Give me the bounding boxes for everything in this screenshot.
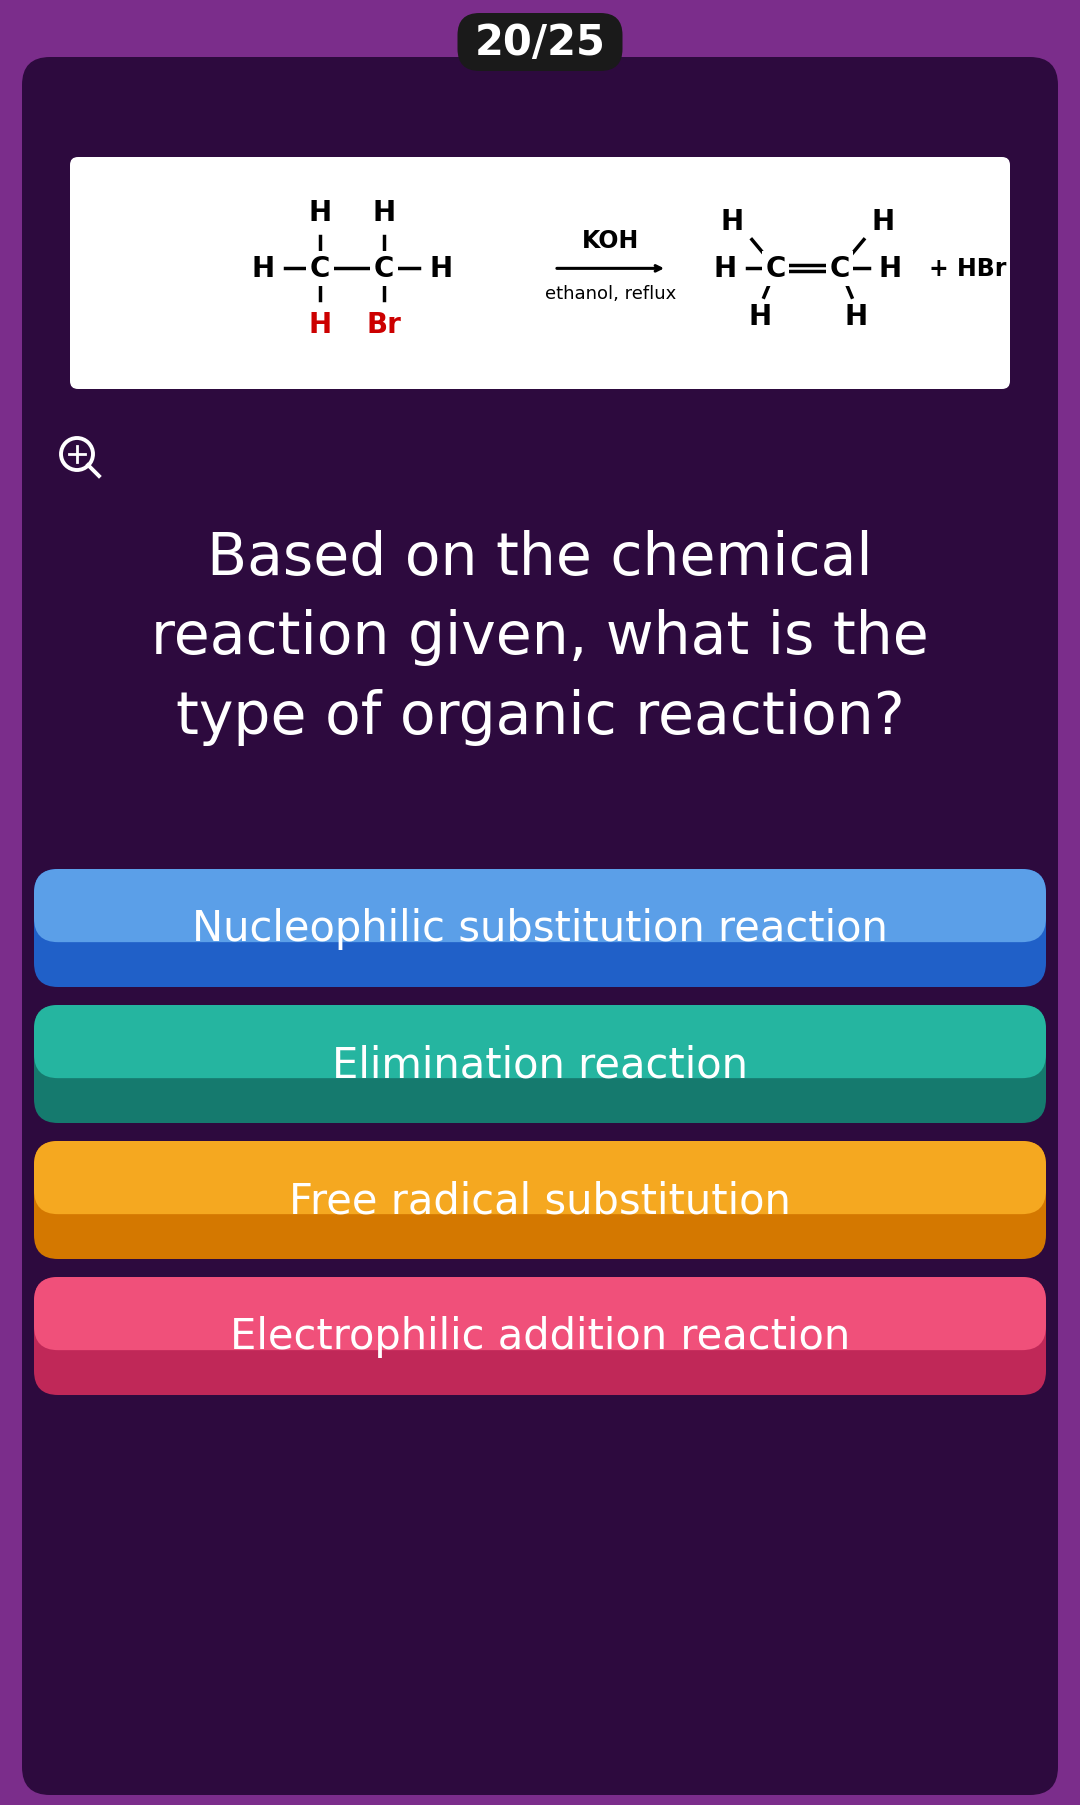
FancyBboxPatch shape [33, 1005, 1047, 1079]
FancyBboxPatch shape [33, 1141, 1047, 1260]
Text: C: C [310, 255, 330, 283]
Text: C: C [374, 255, 394, 283]
FancyBboxPatch shape [33, 1005, 1047, 1123]
Text: H: H [872, 208, 895, 235]
FancyBboxPatch shape [33, 1278, 1047, 1395]
Text: + HBr: + HBr [929, 258, 1007, 282]
Text: C: C [829, 255, 850, 283]
FancyBboxPatch shape [70, 157, 1010, 390]
Text: H: H [252, 255, 274, 283]
Text: 20/25: 20/25 [474, 22, 606, 63]
Text: Electrophilic addition reaction: Electrophilic addition reaction [230, 1316, 850, 1357]
FancyBboxPatch shape [33, 1278, 1047, 1350]
Text: H: H [373, 199, 395, 227]
Text: H: H [714, 255, 737, 283]
FancyBboxPatch shape [22, 58, 1058, 1794]
Text: KOH: KOH [582, 229, 639, 253]
Text: H: H [429, 255, 453, 283]
Text: H: H [748, 303, 771, 330]
Text: Elimination reaction: Elimination reaction [332, 1043, 748, 1085]
Text: H: H [845, 303, 867, 330]
FancyBboxPatch shape [33, 870, 1047, 987]
Text: Br: Br [366, 310, 402, 339]
FancyBboxPatch shape [33, 870, 1047, 942]
Text: Free radical substitution: Free radical substitution [289, 1179, 791, 1222]
Text: H: H [309, 310, 332, 339]
Text: Based on the chemical
reaction given, what is the
type of organic reaction?: Based on the chemical reaction given, wh… [151, 529, 929, 745]
Text: H: H [879, 255, 902, 283]
Text: Nucleophilic substitution reaction: Nucleophilic substitution reaction [192, 908, 888, 949]
Text: H: H [309, 199, 332, 227]
FancyBboxPatch shape [33, 1141, 1047, 1215]
Text: ethanol, reflux: ethanol, reflux [545, 285, 676, 303]
Text: C: C [766, 255, 786, 283]
FancyBboxPatch shape [458, 14, 622, 72]
Text: H: H [720, 208, 744, 235]
